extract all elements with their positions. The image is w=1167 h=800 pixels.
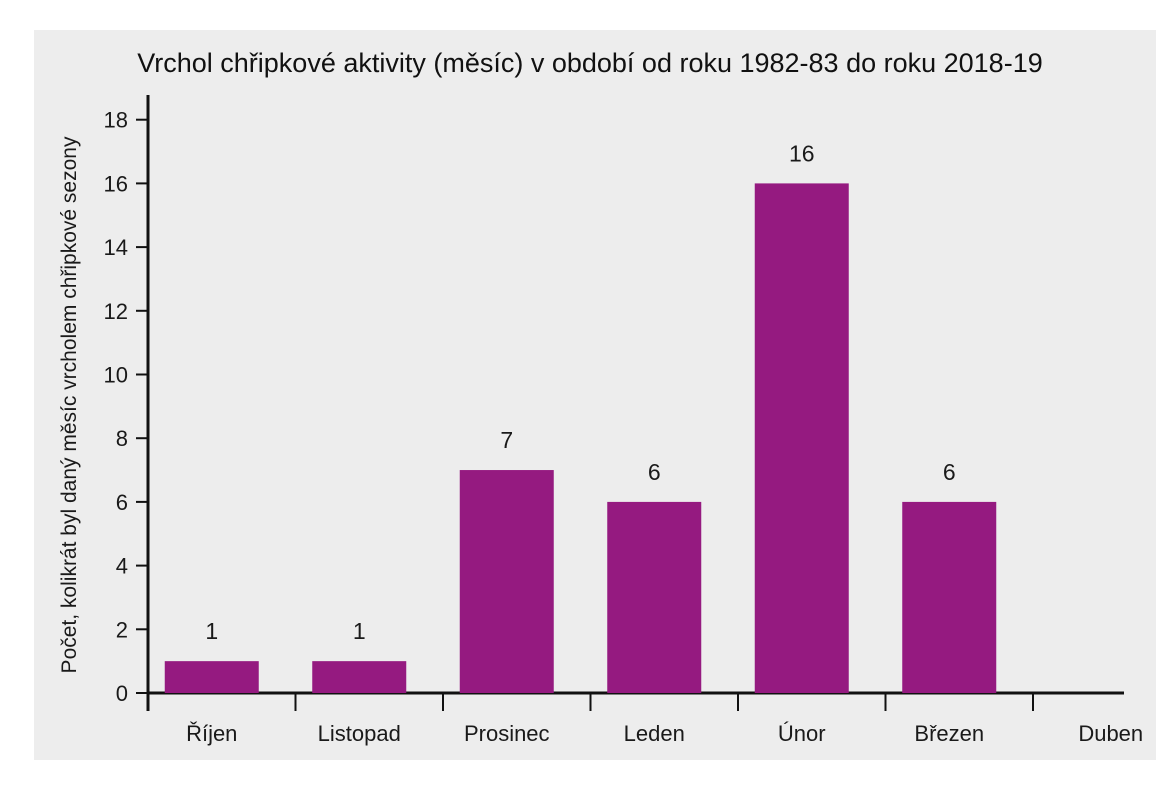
y-tick-label-6: 6: [116, 490, 128, 515]
y-tick-label-4: 4: [116, 554, 128, 579]
category-label-1: Listopad: [318, 721, 401, 746]
data-label-0: 1: [205, 618, 218, 644]
y-axis-title: Počet, kolikrát byl daný měsíc vrcholem …: [58, 136, 81, 673]
bar-1: [312, 661, 407, 693]
category-label-3: Leden: [624, 721, 685, 746]
data-label-4: 16: [789, 140, 815, 166]
y-tick-label-0: 0: [116, 681, 128, 706]
y-tick-label-8: 8: [116, 426, 128, 451]
y-tick-label-2: 2: [116, 617, 128, 642]
bar-4: [754, 183, 849, 693]
category-label-2: Prosinec: [464, 721, 550, 746]
bar-2: [459, 470, 554, 693]
data-label-3: 6: [648, 459, 661, 485]
y-tick-label-14: 14: [104, 235, 128, 260]
bar-5: [902, 501, 997, 693]
chart-marks: 0 2 4 6 8 10 12 14 16 18 1 Říjen 1 Listopad 7 Prosinec 6…: [104, 95, 1143, 746]
category-label-6: Duben: [1078, 721, 1143, 746]
y-tick-label-18: 18: [104, 108, 128, 133]
category-label-5: Březen: [914, 721, 984, 746]
bar-3: [607, 501, 702, 693]
y-tick-label-10: 10: [104, 363, 128, 388]
y-tick-label-16: 16: [104, 171, 128, 196]
data-label-5: 6: [943, 459, 956, 485]
bar-0: [164, 661, 259, 693]
data-label-1: 1: [353, 618, 366, 644]
category-label-0: Říjen: [186, 721, 237, 746]
data-label-2: 7: [500, 427, 513, 453]
y-tick-label-12: 12: [104, 299, 128, 324]
category-label-4: Únor: [778, 721, 826, 746]
chart-title: Vrchol chřipkové aktivity (měsíc) v obdo…: [137, 48, 1042, 78]
